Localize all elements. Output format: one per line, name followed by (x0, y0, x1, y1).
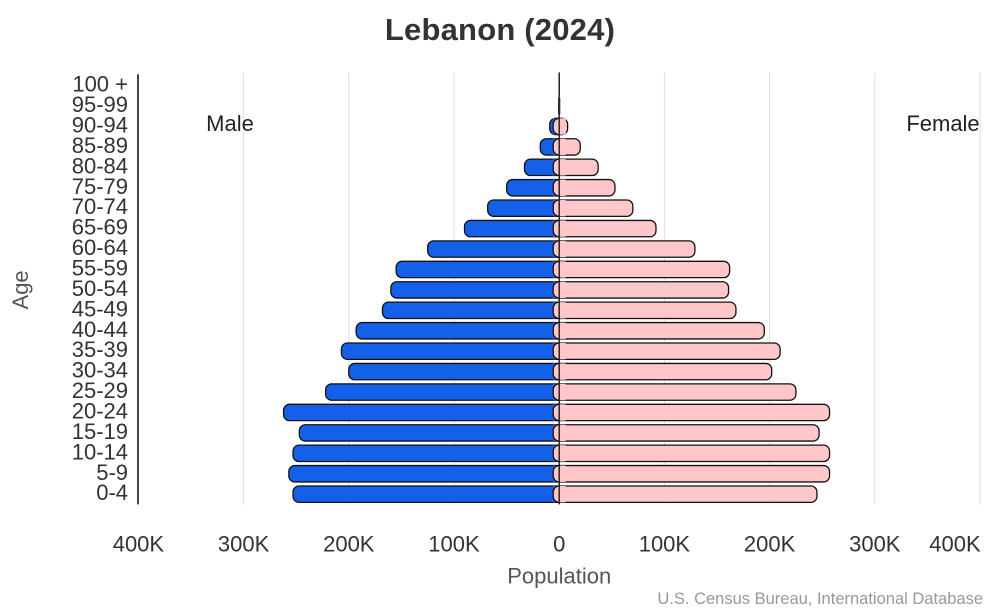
svg-text:Age: Age (8, 270, 33, 309)
svg-text:0-4: 0-4 (96, 480, 128, 505)
svg-text:300K: 300K (849, 531, 901, 556)
svg-text:Male: Male (206, 111, 254, 136)
svg-text:0: 0 (553, 531, 565, 556)
svg-text:400K: 400K (113, 531, 165, 556)
svg-text:Female: Female (906, 111, 979, 136)
svg-text:200K: 200K (323, 531, 375, 556)
svg-text:100K: 100K (428, 531, 480, 556)
svg-text:U.S. Census Bureau, Internatio: U.S. Census Bureau, International Databa… (657, 590, 983, 608)
svg-text:100K: 100K (639, 531, 691, 556)
svg-text:300K: 300K (218, 531, 270, 556)
svg-text:Population: Population (507, 563, 611, 588)
svg-text:200K: 200K (744, 531, 796, 556)
svg-text:400K: 400K (929, 531, 981, 556)
